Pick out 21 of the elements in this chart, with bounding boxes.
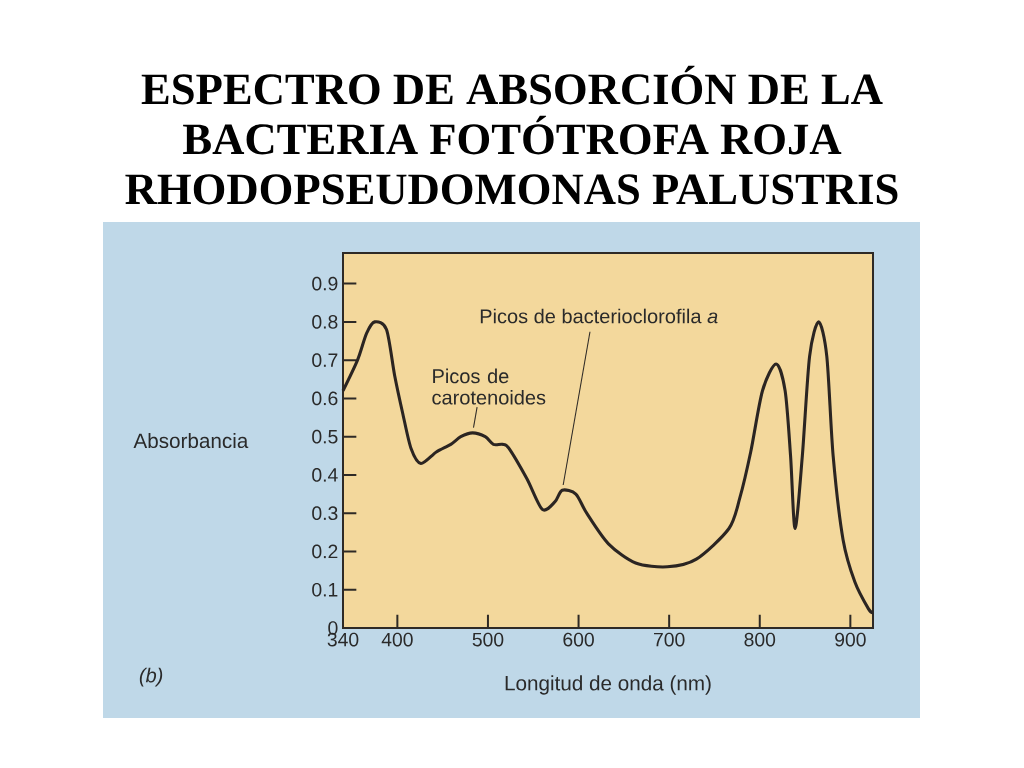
y-tick-label: 0.7: [312, 353, 338, 367]
x-tick-label: 600: [563, 632, 594, 647]
y-tick-label: 0.9: [312, 276, 338, 291]
x-tick-label: 800: [744, 632, 776, 647]
y-axis-title: Absorbancia: [133, 432, 249, 449]
y-tick-label: 0.5: [312, 429, 338, 444]
annotation: Picos de bacterioclorofila a: [480, 308, 718, 324]
y-tick-label: 0.6: [312, 391, 338, 406]
x-tick-label: 700: [654, 632, 685, 647]
chart-title: ESPECTRO DE ABSORCIÓN DE LA BACTERIA FOTÓTROFA ROJA RHODOPSEUDOMONAS PALUSTRIS: [125, 65, 898, 205]
x-tick-label: 400: [381, 632, 413, 647]
x-axis-title: Longitud de onda (nm): [505, 675, 711, 695]
y-tick-label: 0.8: [312, 315, 338, 329]
y-tick-label: 0.4: [312, 468, 338, 482]
annotation: Picos de carotenoides: [432, 368, 546, 405]
y-tick-label: 0.2: [312, 544, 338, 559]
x-tick-label: 900: [835, 632, 866, 647]
text: (b): [139, 667, 163, 687]
x-tick-label: 500: [472, 632, 504, 647]
y-tick-label: 0.1: [312, 582, 338, 597]
y-tick-label: 0.3: [312, 506, 338, 521]
